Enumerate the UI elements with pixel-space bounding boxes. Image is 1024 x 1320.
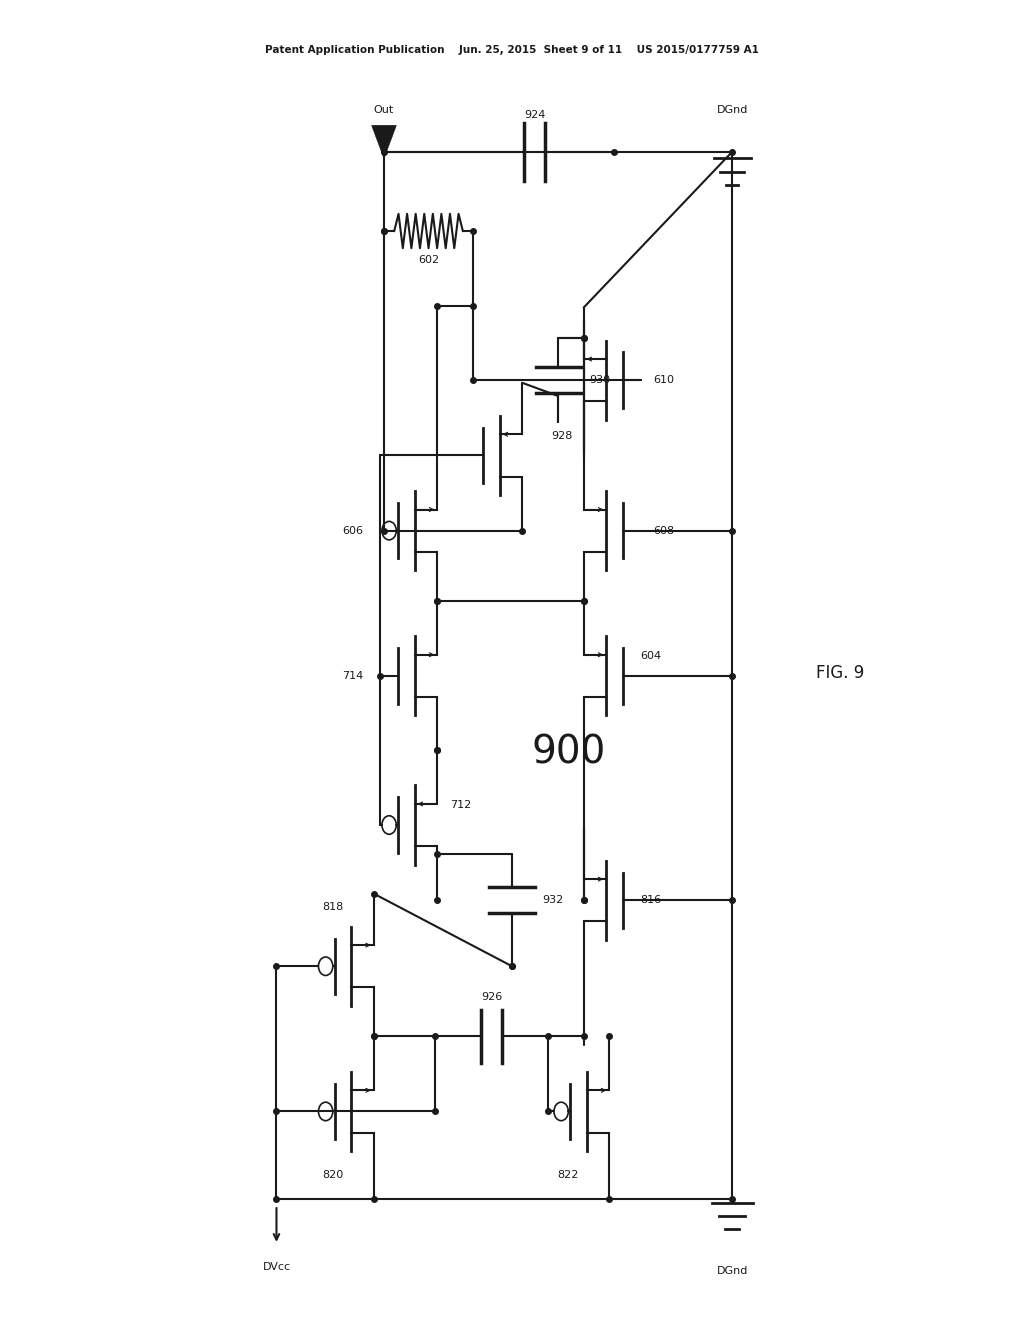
Text: FIG. 9: FIG. 9 xyxy=(815,664,864,682)
Text: 606: 606 xyxy=(342,525,364,536)
Text: 822: 822 xyxy=(558,1170,579,1180)
Text: 602: 602 xyxy=(418,255,439,265)
Text: 926: 926 xyxy=(481,991,502,1002)
Text: 900: 900 xyxy=(531,734,605,771)
Text: 818: 818 xyxy=(323,902,343,912)
Text: DVcc: DVcc xyxy=(262,1262,291,1272)
Polygon shape xyxy=(372,125,396,158)
Text: DGnd: DGnd xyxy=(717,104,748,115)
Text: Patent Application Publication    Jun. 25, 2015  Sheet 9 of 11    US 2015/017775: Patent Application Publication Jun. 25, … xyxy=(265,45,759,55)
Text: 932: 932 xyxy=(543,895,564,906)
Text: 712: 712 xyxy=(451,800,472,810)
Text: Out: Out xyxy=(374,104,394,115)
Text: DGnd: DGnd xyxy=(717,1266,748,1276)
Text: 816: 816 xyxy=(640,895,662,906)
Text: 714: 714 xyxy=(342,671,364,681)
Text: 604: 604 xyxy=(640,651,662,661)
Text: 924: 924 xyxy=(524,110,545,120)
Text: 930: 930 xyxy=(589,375,610,385)
Text: 610: 610 xyxy=(653,375,675,385)
Text: 928: 928 xyxy=(551,430,572,441)
Text: 820: 820 xyxy=(323,1170,343,1180)
Text: 608: 608 xyxy=(653,525,675,536)
